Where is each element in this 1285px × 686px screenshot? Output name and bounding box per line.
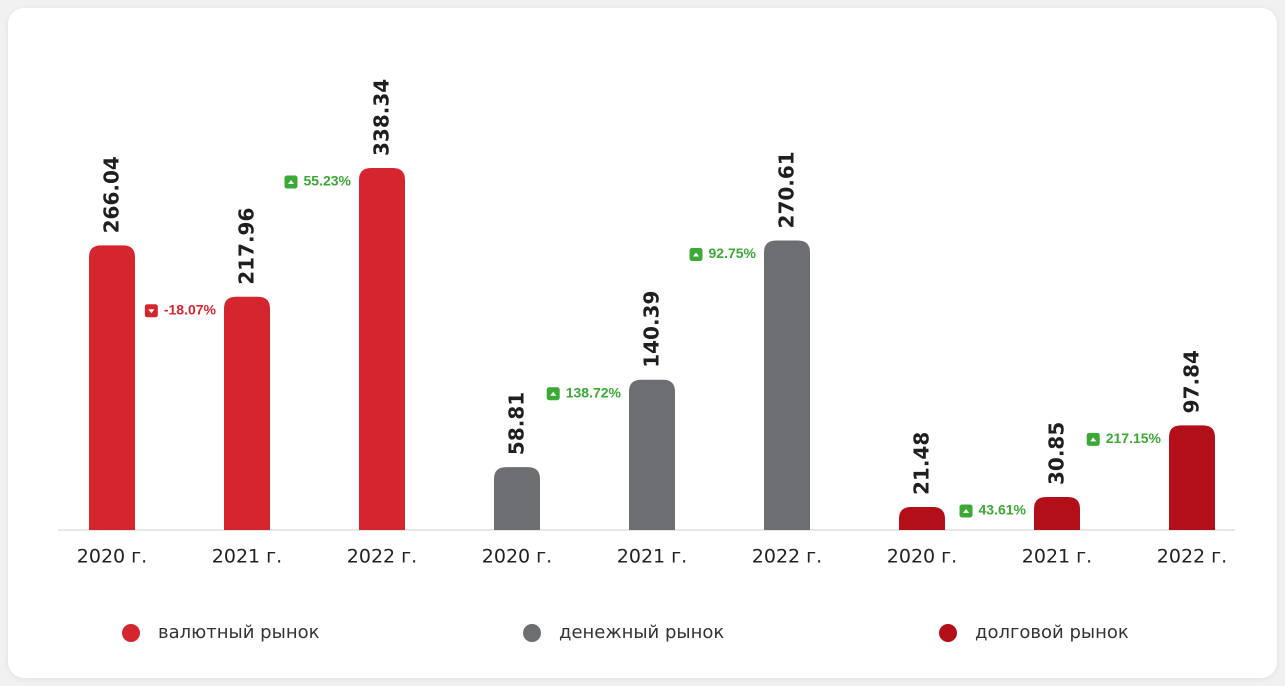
legend-label: долговой рынок [975,622,1129,643]
bar [899,507,945,530]
change-label: 217.15% [1106,430,1162,446]
icon-arrow [550,391,557,396]
bar [494,467,540,530]
bar [1169,425,1215,530]
x-tick-label: 2022 г. [1157,546,1227,568]
legend-label: денежный рынок [559,622,724,643]
icon-arrow [148,309,155,314]
bar [629,379,675,530]
change-icon [144,304,158,318]
change-label: 55.23% [304,173,352,189]
value-label: 97.84 [1180,350,1204,413]
x-tick-label: 2020 г. [482,546,552,568]
x-tick-label: 2022 г. [752,546,822,568]
legend-dot [939,624,957,642]
icon-arrow [288,180,295,184]
legend-dot [523,624,541,642]
x-tick-label: 2022 г. [347,546,417,568]
value-label: 140.39 [640,291,664,368]
change-icon [689,247,703,261]
x-tick-label: 2021 г. [212,546,282,568]
x-tick-label: 2020 г. [887,546,957,568]
x-tick-label: 2021 г. [617,546,687,568]
change-icon [546,387,560,401]
change-label: 138.72% [566,384,622,400]
bar [764,240,810,530]
value-label: 21.48 [910,432,934,495]
change-label: -18.07% [164,302,217,318]
card [8,8,1277,678]
bar [89,245,135,531]
icon-arrow [963,508,970,513]
legend-label: валютный рынок [158,622,320,643]
x-tick-label: 2020 г. [77,546,147,568]
bar [1034,496,1080,530]
x-tick-label: 2021 г. [1022,546,1092,568]
bar [224,296,270,530]
change-icon [1086,432,1100,446]
change-label: 92.75% [709,245,757,261]
change-label: 43.61% [979,502,1027,518]
value-label: 266.04 [100,156,124,233]
icon-arrow [693,252,700,257]
value-label: 338.34 [370,79,394,156]
change-icon [959,504,973,518]
value-label: 270.61 [775,151,799,228]
value-label: 58.81 [505,392,529,455]
bar [359,168,405,530]
change-icon [284,175,298,189]
legend-dot [122,624,140,642]
icon-arrow [1090,437,1097,442]
value-label: 217.96 [235,208,259,285]
value-label: 30.85 [1045,422,1069,485]
